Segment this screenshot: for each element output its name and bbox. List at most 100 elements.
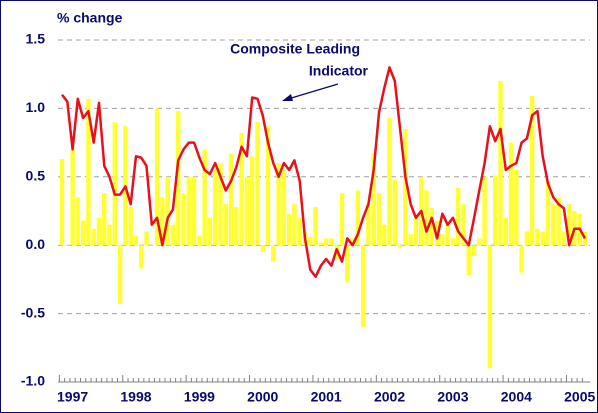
bar: [154, 108, 160, 246]
bar: [59, 159, 65, 246]
bar: [519, 245, 524, 273]
bar: [503, 217, 508, 246]
y-tick-label: 0.5: [26, 168, 46, 184]
bar: [382, 224, 387, 246]
bar: [545, 180, 551, 246]
bar: [176, 111, 181, 246]
bar: [160, 197, 165, 246]
lines: [61, 66, 587, 278]
arrow-head: [282, 94, 293, 101]
bar: [228, 153, 234, 246]
x-tick-label: 2005: [564, 389, 595, 405]
x-tick-label: 2003: [437, 389, 468, 405]
bar: [350, 238, 355, 246]
bar: [376, 193, 382, 246]
bar: [529, 96, 535, 246]
bar: [487, 245, 493, 369]
bar: [403, 128, 408, 246]
bar: [276, 163, 281, 246]
x-tick-label: 1999: [184, 389, 215, 405]
x-tick-label: 2002: [374, 389, 405, 405]
bar: [482, 176, 487, 246]
bar: [181, 193, 186, 246]
bar: [387, 117, 392, 246]
bar: [107, 224, 112, 246]
x-tick-label: 1997: [57, 389, 88, 405]
bar: [535, 228, 540, 246]
y-tick-label: 1.5: [26, 31, 46, 47]
x-tick-label: 2001: [311, 389, 342, 405]
bar: [260, 245, 265, 253]
bar: [355, 190, 361, 246]
bar: [408, 234, 413, 246]
y-axis-label: % change: [57, 10, 123, 26]
bar: [271, 245, 276, 262]
y-tick-label: 1.0: [26, 99, 46, 115]
bar: [413, 215, 419, 246]
bar: [244, 176, 250, 246]
bar: [313, 206, 318, 246]
bar: [323, 238, 329, 246]
bar: [239, 133, 244, 246]
bar: [234, 206, 239, 246]
bar: [371, 153, 376, 246]
bar: [213, 169, 218, 246]
bar: [514, 169, 519, 246]
bar: [139, 245, 144, 269]
bar: [492, 175, 498, 246]
bar: [170, 224, 176, 246]
line: [61, 66, 587, 278]
bar: [566, 204, 572, 246]
bar: [450, 238, 456, 246]
bar: [112, 122, 118, 246]
bar: [144, 231, 149, 246]
x-tick-label: 2004: [501, 389, 532, 405]
x-tick-label: 2000: [247, 389, 278, 405]
bar: [75, 197, 81, 246]
bar: [329, 238, 334, 246]
bar: [65, 245, 70, 246]
bar: [424, 190, 429, 246]
bar: [440, 234, 445, 246]
bar: [540, 231, 545, 246]
bar: [207, 217, 213, 246]
bar: [91, 228, 96, 246]
bar: [165, 176, 170, 246]
bar: [429, 208, 434, 246]
bar: [561, 231, 567, 246]
bar: [524, 231, 530, 246]
bar: [392, 179, 398, 246]
bar: [191, 176, 197, 246]
y-tick-label: -1.0: [21, 373, 45, 389]
bar: [186, 176, 191, 246]
bar: [471, 245, 477, 257]
bar: [249, 156, 255, 246]
bar: [297, 217, 302, 246]
bar: [477, 238, 482, 246]
bar: [466, 245, 471, 276]
bar: [292, 204, 297, 246]
bar: [202, 149, 207, 246]
bar: [149, 245, 155, 246]
bar: [86, 98, 91, 246]
bar: [366, 204, 371, 246]
bar: [339, 193, 345, 246]
bar: [265, 126, 271, 246]
bar: [286, 213, 292, 246]
bar: [456, 187, 461, 246]
bar: [461, 204, 466, 246]
annotation-line: Indicator: [309, 63, 369, 79]
bar: [360, 245, 366, 328]
bar: [96, 217, 102, 246]
bar: [397, 245, 403, 248]
bar: [508, 142, 514, 246]
bar: [223, 204, 228, 246]
bar: [498, 81, 503, 246]
bar: [102, 193, 107, 246]
x-tick-label: 1998: [120, 389, 151, 405]
annotation-arrow: [287, 83, 339, 100]
bar: [197, 235, 202, 246]
bar: [551, 204, 556, 246]
